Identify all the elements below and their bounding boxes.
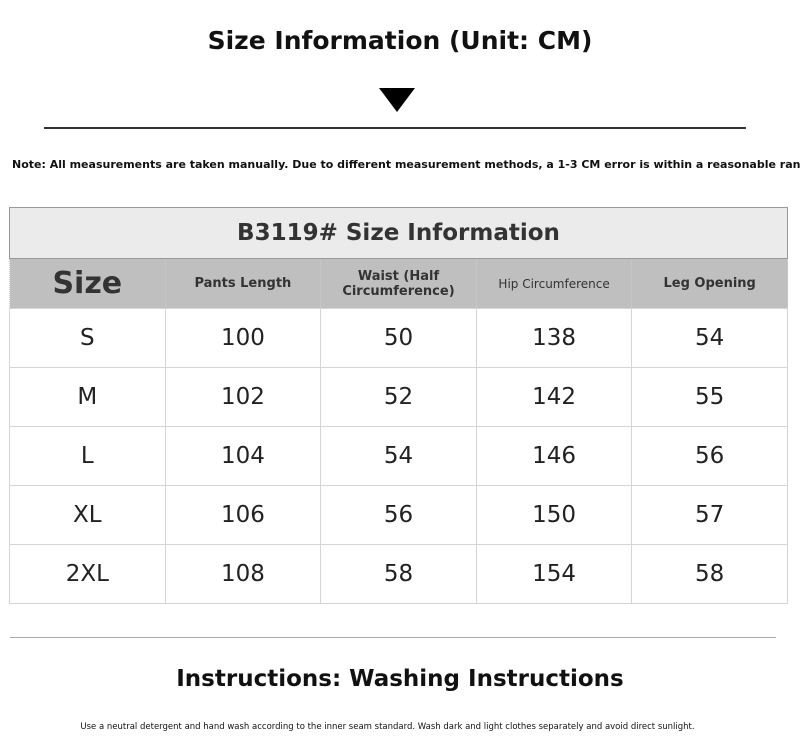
table-cell: 154 — [475, 544, 633, 604]
table-row: XL 106 56 150 57 — [9, 485, 788, 545]
table-caption: B3119# Size Information — [9, 207, 788, 259]
table-cell: 104 — [164, 426, 322, 486]
table-cell: 100 — [164, 308, 322, 368]
table-cell: 54 — [320, 426, 477, 486]
table-cell: 142 — [475, 367, 633, 427]
table-cell: 106 — [164, 485, 322, 545]
measurement-note: Note: All measurements are taken manuall… — [12, 158, 800, 171]
table-cell: 138 — [475, 308, 633, 368]
table-cell: M — [9, 367, 166, 427]
table-row: S 100 50 138 54 — [9, 308, 788, 368]
table-row: 2XL 108 58 154 58 — [9, 544, 788, 604]
table-cell: 50 — [320, 308, 477, 368]
table-cell: 150 — [475, 485, 633, 545]
divider — [44, 127, 746, 129]
header-waist: Waist (Half Circumference) — [320, 258, 477, 309]
table-cell: L — [9, 426, 166, 486]
divider — [10, 637, 776, 638]
table-cell: 108 — [164, 544, 322, 604]
table-cell: 146 — [475, 426, 633, 486]
table-cell: 55 — [631, 367, 788, 427]
header-size: Size — [9, 258, 166, 309]
table-cell: 56 — [320, 485, 477, 545]
table-cell: 2XL — [9, 544, 166, 604]
table-cell: 58 — [320, 544, 477, 604]
table-cell: 54 — [631, 308, 788, 368]
header-pants-length: Pants Length — [164, 258, 322, 309]
header-leg-opening: Leg Opening — [631, 258, 788, 309]
table-cell: 102 — [164, 367, 322, 427]
table-cell: 58 — [631, 544, 788, 604]
table-cell: XL — [9, 485, 166, 545]
table-row: L 104 54 146 56 — [9, 426, 788, 486]
table-row: M 102 52 142 55 — [9, 367, 788, 427]
table-cell: 52 — [320, 367, 477, 427]
washing-text: Use a neutral detergent and hand wash ac… — [80, 722, 695, 732]
page-title: Size Information (Unit: CM) — [207, 26, 593, 55]
down-arrow-icon — [379, 88, 415, 112]
table-cell: 56 — [631, 426, 788, 486]
header-hip: Hip Circumference — [475, 258, 633, 309]
washing-title: Instructions: Washing Instructions — [176, 666, 624, 692]
size-table: B3119# Size Information Size Pants Lengt… — [9, 207, 788, 604]
table-cell: S — [9, 308, 166, 368]
table-cell: 57 — [631, 485, 788, 545]
